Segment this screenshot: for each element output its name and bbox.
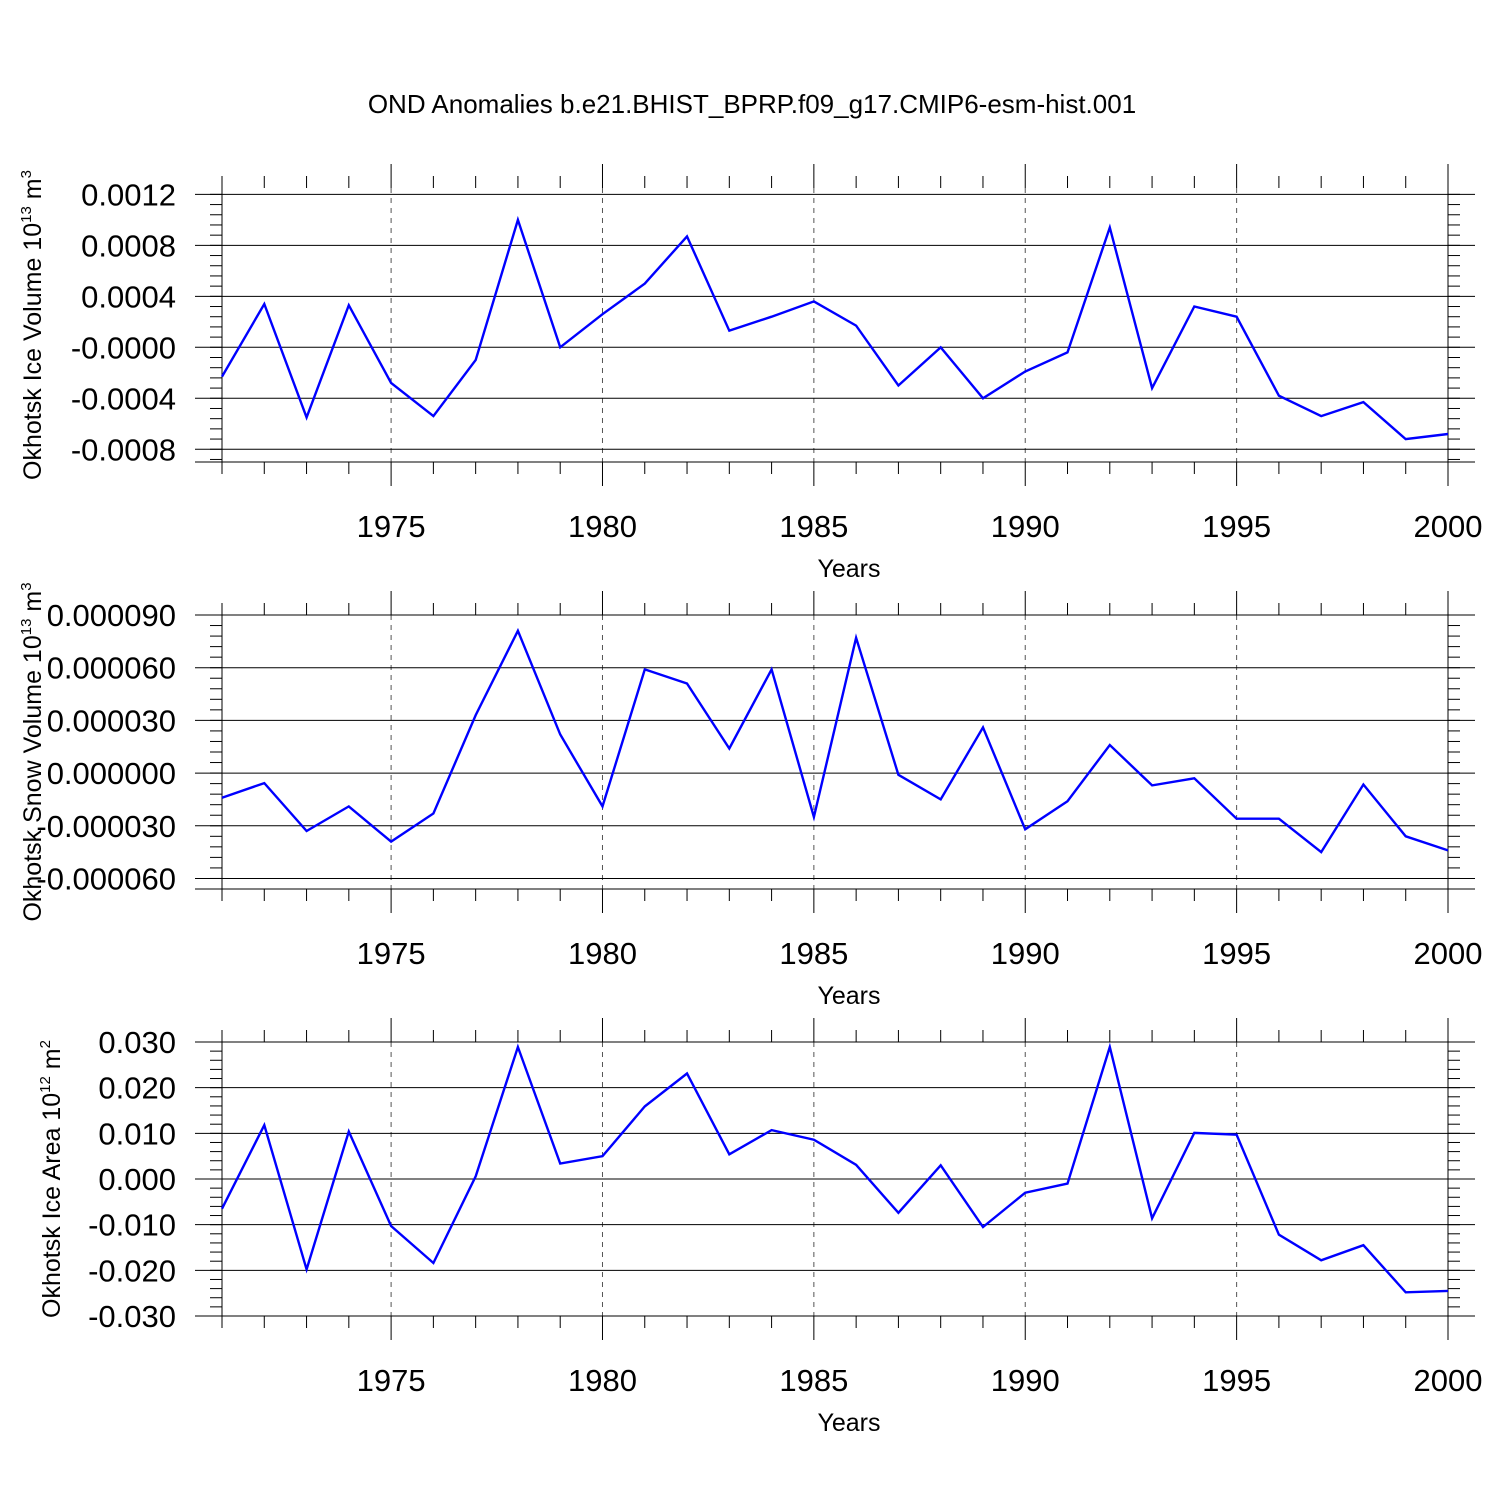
x-tick-label: 1995 [1202, 1363, 1271, 1398]
x-tick-label: 1985 [779, 1363, 848, 1398]
y-tick-label: -0.0004 [71, 381, 176, 416]
y-axis-label-exponent: 13 [18, 619, 35, 636]
y-axis-label-unit: m [38, 1048, 66, 1076]
y-tick-label: -0.000030 [36, 809, 176, 844]
y-tick-label: -0.020 [88, 1253, 176, 1288]
x-tick-label: 1990 [991, 1363, 1060, 1398]
y-tick-label: 0.010 [98, 1116, 176, 1151]
y-axis-label: Okhotsk Snow Volume 1013 m3 [18, 582, 47, 921]
x-tick-label: 1985 [779, 509, 848, 544]
y-axis-label-exponent: 13 [18, 206, 35, 223]
y-tick-label: 0.000 [98, 1162, 176, 1197]
x-axis-label: Years [817, 982, 880, 1010]
x-tick-label: 2000 [1414, 509, 1483, 544]
y-tick-label: 0.0008 [81, 228, 176, 263]
y-tick-label: -0.0000 [71, 330, 176, 365]
y-tick-label: 0.000000 [47, 756, 176, 791]
panel-1: 0.0012 0.0008 0.0004 -0.0000 -0.0004 -0.0008 1… [18, 164, 1482, 583]
series-line [220, 1042, 1449, 1294]
x-tick-label: 1975 [357, 1363, 426, 1398]
x-tick-label: 1990 [991, 509, 1060, 544]
series-line [221, 627, 1449, 854]
y-tick-label: 0.0004 [81, 279, 176, 314]
y-axis-label-text: Okhotsk Ice Volume 10 [19, 223, 47, 480]
y-axis-label-text: Okhotsk Ice Area 10 [38, 1093, 66, 1318]
x-tick-label: 1975 [357, 936, 426, 971]
x-tick-label: 1990 [991, 936, 1060, 971]
y-axis-label-unit: m [19, 178, 47, 206]
series-line [220, 215, 1449, 441]
panel-2: 0.000090 0.000060 0.000030 0.000000 -0.00003… [18, 582, 1482, 1010]
y-axis-label: Okhotsk Ice Volume 1013 m3 [18, 170, 47, 480]
x-tick-label: 1975 [357, 509, 426, 544]
x-tick-label: 1995 [1202, 936, 1271, 971]
x-tick-label: 1995 [1202, 509, 1271, 544]
y-tick-label: 0.0012 [81, 177, 176, 212]
x-tick-label: 1985 [779, 936, 848, 971]
y-axis-label-unit-exponent: 2 [37, 1040, 54, 1048]
y-tick-label: 0.030 [98, 1025, 176, 1060]
y-axis-label-text: Okhotsk Snow Volume 10 [19, 635, 47, 921]
y-tick-label: -0.010 [88, 1208, 176, 1243]
x-tick-label: 1980 [568, 936, 637, 971]
x-tick-label: 2000 [1414, 936, 1483, 971]
x-tick-label: 2000 [1414, 1363, 1483, 1398]
x-tick-label: 1980 [568, 1363, 637, 1398]
y-axis-label-unit-exponent: 3 [18, 582, 35, 590]
y-tick-label: 0.000030 [47, 703, 176, 738]
y-axis-label-unit-exponent: 3 [18, 170, 35, 178]
panel-3: 0.030 0.020 0.010 0.000 -0.010 -0.020 -0.030 19… [37, 1018, 1482, 1437]
y-tick-label: 0.020 [98, 1071, 176, 1106]
y-tick-label: 0.000090 [47, 598, 176, 633]
y-tick-label: -0.0008 [71, 432, 176, 467]
x-axis-label: Years [817, 555, 880, 583]
y-axis-label-exponent: 12 [37, 1076, 54, 1093]
figure-title: OND Anomalies b.e21.BHIST_BPRP.f09_g17.C… [368, 89, 1136, 119]
panels: 0.0012 0.0008 0.0004 -0.0000 -0.0004 -0.0008 1… [18, 164, 1482, 1437]
y-axis-label: Okhotsk Ice Area 1012 m2 [37, 1040, 66, 1318]
y-tick-label: -0.030 [88, 1299, 176, 1334]
y-axis-label-unit: m [19, 591, 47, 619]
y-tick-label: 0.000060 [47, 651, 176, 686]
x-axis-label: Years [817, 1409, 880, 1437]
x-tick-label: 1980 [568, 509, 637, 544]
y-tick-label: -0.000060 [36, 861, 176, 896]
